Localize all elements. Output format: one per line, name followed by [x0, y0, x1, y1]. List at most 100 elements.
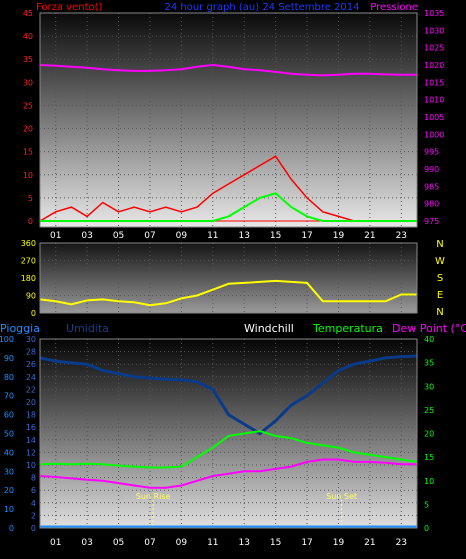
hour-tick-label: 19 — [333, 538, 345, 548]
windchill-legend: Windchill — [244, 322, 294, 335]
humidity-tick-label: 20 — [26, 398, 36, 407]
wind-series — [39, 63, 417, 222]
wind-tick-label: 30 — [23, 78, 33, 87]
rain-tick-label: 30 — [4, 467, 14, 476]
temp-tick-label: 35 — [424, 359, 434, 368]
dewpoint-line — [39, 458, 417, 489]
direction-line — [39, 279, 417, 307]
humidity-tick-label: 18 — [26, 411, 36, 420]
rain-tick-label: 10 — [4, 505, 14, 514]
direction-series — [39, 279, 417, 307]
pressure-tick-label: 975 — [424, 217, 439, 226]
direction-tick-label: 0 — [31, 309, 36, 318]
hour-tick-label: 17 — [301, 538, 312, 548]
hour-tick-label: 17 — [301, 231, 312, 241]
compass-label: E — [437, 290, 443, 301]
wind-x-ticks: 01 03 05 07 09 11 13 15 17 19 21 23 — [50, 231, 407, 241]
rain-tick-label: 50 — [4, 430, 14, 439]
hour-tick-label: 23 — [396, 231, 407, 241]
wind-tick-label: 10 — [23, 171, 33, 180]
temp-y-ticks: 0 5 10 15 20 25 30 35 40 — [424, 335, 434, 533]
rain-tick-label: 60 — [4, 411, 14, 420]
temp-grid — [40, 339, 417, 528]
temp-tick-label: 40 — [424, 335, 434, 344]
rain-tick-label: 90 — [4, 354, 14, 363]
rain-tick-label: 0 — [9, 524, 14, 533]
pressure-tick-label: 1020 — [424, 61, 444, 70]
hour-tick-label: 13 — [238, 231, 249, 241]
hour-tick-label: 13 — [238, 538, 249, 548]
humidity-tick-label: 0 — [31, 524, 36, 533]
wind-average-line — [40, 192, 417, 222]
direction-tick-label: 90 — [26, 292, 36, 301]
pressure-tick-label: 1035 — [424, 9, 444, 18]
wind-tick-label: 35 — [23, 55, 33, 64]
hour-tick-label: 07 — [144, 231, 155, 241]
pressure-tick-label: 1025 — [424, 44, 444, 53]
hour-tick-label: 19 — [333, 231, 345, 241]
hour-tick-label: 05 — [113, 231, 124, 241]
humidity-legend: Umidita — [66, 322, 109, 335]
humidity-tick-label: 12 — [26, 448, 36, 457]
wind-tick-label: 20 — [23, 125, 33, 134]
pressure-tick-label: 1000 — [424, 130, 444, 139]
pressure-tick-label: 1030 — [424, 26, 444, 35]
humidity-tick-label: 4 — [31, 499, 36, 508]
direction-y-ticks: 0 90 180 270 360 — [21, 239, 36, 318]
pressure-tick-label: 1015 — [424, 78, 444, 87]
temp-tick-label: 15 — [424, 453, 434, 462]
humidity-tick-label: 30 — [26, 335, 36, 344]
sun-marker-label: Sun Set — [326, 492, 357, 501]
hour-tick-label: 01 — [50, 538, 61, 548]
wind-tick-label: 5 — [28, 194, 33, 203]
rain-y-ticks: 0 10 20 30 40 50 60 70 80 90 100 — [0, 335, 14, 533]
temperature-line — [39, 430, 418, 469]
wind-tick-label: 25 — [23, 101, 33, 110]
humidity-tick-label: 22 — [26, 385, 36, 394]
humidity-tick-label: 28 — [26, 348, 36, 357]
hour-tick-label: 11 — [207, 231, 218, 241]
direction-tick-label: 270 — [21, 257, 36, 266]
rain-tick-label: 100 — [0, 335, 14, 344]
temp-tick-label: 0 — [424, 524, 429, 533]
humidity-tick-label: 16 — [26, 423, 36, 432]
hour-tick-label: 07 — [144, 538, 155, 548]
temp-tick-label: 5 — [424, 500, 429, 509]
pressure-tick-label: 1005 — [424, 113, 444, 122]
direction-tick-label: 180 — [21, 274, 36, 283]
compass-label: N — [436, 239, 443, 250]
temp-panel-border — [39, 338, 418, 529]
compass-label: S — [437, 273, 443, 284]
temp-tick-label: 30 — [424, 382, 434, 391]
compass-label: N — [436, 307, 443, 318]
hour-tick-label: 15 — [270, 231, 281, 241]
hour-tick-label: 11 — [207, 538, 218, 548]
rain-legend: Pioggia — [0, 322, 40, 335]
pressure-tick-label: 990 — [424, 165, 439, 174]
direction-tick-label: 360 — [21, 239, 36, 248]
chart-title: 24 hour graph (au) 24 Settembre 2014 — [164, 2, 359, 13]
hour-tick-label: 05 — [113, 538, 124, 548]
dewpoint-legend: Dew Point (°C) — [392, 322, 466, 335]
rain-tick-label: 70 — [4, 392, 14, 401]
hour-tick-label: 21 — [364, 231, 375, 241]
wind-panel-border — [39, 12, 418, 228]
humidity-tick-label: 6 — [31, 486, 36, 495]
rain-tick-label: 20 — [4, 486, 14, 495]
hour-tick-label: 21 — [364, 538, 375, 548]
temp-x-ticks: 01 03 05 07 09 11 13 15 17 19 21 23 — [50, 538, 407, 548]
temp-tick-label: 25 — [424, 406, 434, 415]
pressure-tick-label: 995 — [424, 148, 439, 157]
humidity-tick-label: 2 — [31, 511, 36, 520]
pressure-axis-title: Pressione — [370, 2, 418, 13]
rain-tick-label: 40 — [4, 448, 14, 457]
wind-tick-label: 45 — [23, 9, 33, 18]
temp-tick-label: 10 — [424, 477, 434, 486]
pressure-line — [39, 63, 417, 77]
compass-label: W — [435, 256, 445, 267]
pressure-tick-label: 980 — [424, 200, 439, 209]
wind-tick-label: 15 — [23, 148, 33, 157]
